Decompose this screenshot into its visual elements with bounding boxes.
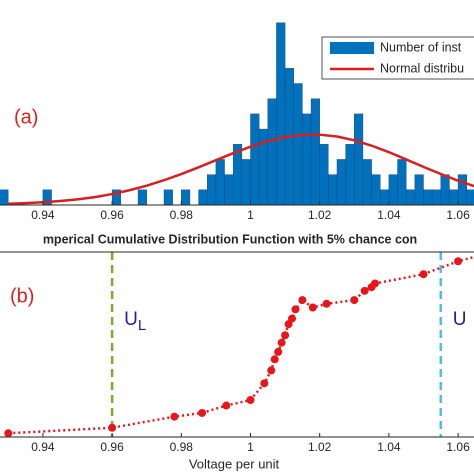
bar	[397, 159, 407, 205]
bar	[137, 189, 147, 205]
bar	[241, 159, 251, 205]
x-tick-label: 0.96	[100, 440, 124, 454]
bar	[215, 159, 225, 205]
cdf-point	[322, 299, 331, 308]
cdf-point	[246, 396, 255, 404]
bar	[371, 174, 381, 205]
bar	[207, 174, 217, 205]
x-tick-label: 1	[247, 440, 254, 454]
bar	[310, 98, 320, 205]
cdf-point	[277, 338, 286, 347]
cdf-point	[360, 286, 369, 295]
bar	[354, 113, 364, 205]
reference-label-main: U	[124, 309, 138, 330]
cdf-point	[291, 305, 300, 314]
x-tick-label: 0.98	[170, 208, 194, 222]
annotation: (b)	[10, 285, 34, 307]
bar	[449, 189, 459, 205]
annotation: (a)	[14, 106, 38, 128]
x-axis-label: Voltage per unit	[189, 456, 280, 471]
bar	[293, 83, 303, 205]
legend-label: Normal distribu	[380, 61, 464, 75]
cdf-point	[281, 331, 290, 340]
reference-label-sub: L	[138, 317, 146, 334]
cdf-point	[419, 270, 428, 279]
bar	[302, 113, 312, 205]
reference-label-main: U	[453, 309, 467, 330]
cdf-point	[198, 408, 207, 417]
x-tick-label: 0.96	[100, 208, 124, 222]
legend-label: Number of inst	[380, 40, 462, 54]
x-tick-label: 1.06	[446, 440, 470, 454]
normal-curve	[8, 133, 474, 205]
bar	[181, 189, 191, 205]
reference-label: UL	[124, 309, 146, 334]
cdf-point	[270, 355, 279, 364]
bar	[405, 189, 416, 205]
cdf-point	[308, 303, 317, 312]
x-tick-label: 0.98	[170, 440, 194, 454]
plot-area	[0, 22, 474, 205]
cdf-point	[288, 314, 297, 323]
cdf-point	[350, 296, 359, 305]
cdf-point	[222, 401, 231, 410]
bar	[362, 159, 372, 205]
legend: Number of inst Normal distribu	[321, 36, 474, 80]
bar	[440, 174, 450, 205]
cdf-point	[4, 429, 13, 437]
x-tick-label: 1.06	[446, 208, 470, 222]
bar	[466, 189, 474, 205]
reference-label: U	[453, 309, 467, 330]
x-tick-label: 1.02	[308, 208, 332, 222]
x-tick-label: 0.94	[31, 440, 55, 454]
cdf-point	[454, 257, 463, 266]
bar	[336, 159, 346, 205]
bar	[111, 189, 121, 205]
bar	[457, 174, 467, 205]
bar	[380, 189, 390, 205]
cdf-point	[274, 347, 283, 356]
cdf-point	[267, 366, 276, 375]
bar	[319, 144, 329, 205]
cdf-point	[108, 423, 117, 432]
plot-area	[4, 252, 474, 437]
bar	[42, 189, 52, 205]
x-tick-label: 1	[247, 208, 254, 222]
cdf-point	[371, 279, 380, 288]
legend-swatch	[330, 42, 374, 54]
x-tick-label: 1.04	[377, 440, 401, 454]
bar	[328, 174, 338, 205]
bar	[345, 144, 355, 205]
cdf-point	[298, 296, 307, 305]
x-tick-label: 1.04	[377, 208, 401, 222]
bar	[224, 174, 234, 205]
bar	[388, 174, 398, 205]
cdf-line	[8, 255, 474, 435]
x-tick-label: 1.02	[308, 440, 332, 454]
bar	[163, 189, 173, 205]
x-tick-label: 0.94	[31, 208, 55, 222]
bar	[267, 98, 277, 205]
bar	[0, 189, 9, 205]
bar	[423, 189, 433, 205]
cdf-point	[170, 412, 179, 421]
bar	[414, 174, 424, 205]
bar	[431, 189, 441, 205]
bar	[198, 189, 208, 205]
cdf-point	[260, 379, 269, 388]
bar	[250, 113, 260, 205]
bar	[276, 22, 286, 205]
chart-title: mperical Cumulative Distribution Functio…	[43, 232, 417, 246]
